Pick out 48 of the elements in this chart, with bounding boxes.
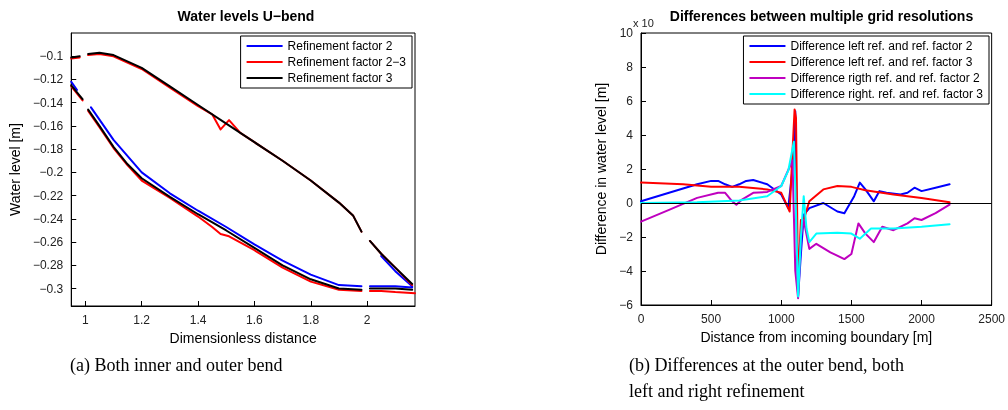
x-tick-label: 1000 (767, 312, 795, 326)
y-tick-label: −0.24 (32, 211, 64, 226)
x-tick-label: 1 (82, 313, 90, 327)
x-tick-label: 1500 (838, 312, 866, 326)
x-tick-label: 500 (701, 312, 722, 326)
x-tick-label: 2 (363, 313, 371, 327)
chart-title: Differences between multiple grid resolutions (669, 8, 974, 24)
y-tick-label: 0 (626, 196, 634, 210)
y-tick-label: −0.14 (32, 95, 64, 110)
y-tick-label: 6 (626, 94, 634, 108)
legend-label: Refinement factor 2−3 (287, 55, 407, 69)
x-tick-label: 0 (637, 312, 645, 326)
y-tick-label: −0.3 (39, 281, 64, 296)
y-tick-label: −0.2 (39, 165, 64, 180)
x-tick-label: 2000 (908, 312, 936, 326)
y-axis-title: Water level [m] (7, 123, 23, 216)
x-axis-title: Dimensionless distance (169, 329, 317, 346)
x-tick-label: 1.8 (302, 313, 320, 327)
legend-label: Refinement factor 3 (287, 71, 393, 85)
y-tick-label: −0.18 (32, 142, 64, 157)
y-tick-label: −0.12 (32, 72, 64, 87)
y-tick-label: −0.1 (39, 49, 64, 64)
x-tick-label: 1.6 (246, 313, 264, 327)
y-axis-title: Difference in water level [m] (593, 82, 610, 256)
y-tick-label: 2 (626, 162, 634, 176)
x-axis-title: Distance from incoming boundary [m] (700, 328, 933, 345)
y-tick-label: −0.16 (32, 118, 64, 133)
y-tick-label: −0.26 (32, 235, 64, 250)
legend-label: Difference rigth ref. and ref. factor 2 (790, 71, 980, 85)
chart-title: Water levels U−bend (177, 8, 315, 24)
text: (b) Differences at the outer bend, both left and right refinement (629, 355, 909, 401)
legend-label: Difference left ref. and ref. factor 2 (790, 39, 973, 53)
y-tick-label: −4 (619, 264, 634, 278)
y-tick-label: −0.22 (32, 188, 64, 203)
legend-label: Difference left ref. and ref. factor 3 (790, 55, 973, 69)
text: x 10 (633, 16, 654, 29)
text: (a) Both inner and outer bend (70, 355, 283, 376)
y-tick-label: −6 (619, 298, 634, 312)
legend-label: Refinement factor 2 (287, 39, 393, 53)
y-tick-label: 4 (626, 128, 634, 142)
x-tick-label: 1.4 (189, 313, 207, 327)
x-tick-label: 2500 (978, 312, 1006, 326)
y-tick-label: −2 (619, 230, 634, 244)
legend-label: Difference right. ref. and ref. factor 3 (790, 87, 984, 101)
y-tick-label: 10 (619, 26, 634, 40)
y-tick-label: 8 (626, 60, 634, 74)
x-tick-label: 1.2 (133, 313, 151, 327)
y-tick-label: −0.28 (32, 258, 64, 273)
